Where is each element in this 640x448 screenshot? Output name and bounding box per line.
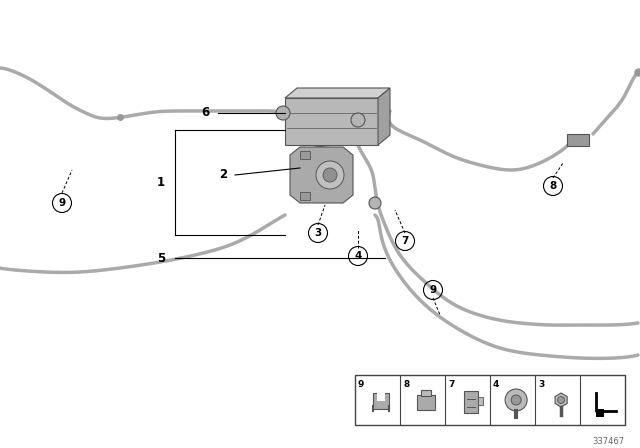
Text: 337467: 337467 bbox=[592, 437, 624, 446]
Text: 4: 4 bbox=[355, 251, 362, 261]
Bar bbox=[355, 375, 625, 425]
Text: 2: 2 bbox=[219, 168, 227, 181]
Bar bbox=[300, 151, 310, 159]
Bar bbox=[373, 393, 389, 409]
Bar bbox=[377, 391, 385, 401]
Text: 7: 7 bbox=[448, 380, 454, 389]
Bar bbox=[300, 192, 310, 200]
Circle shape bbox=[557, 396, 564, 404]
Circle shape bbox=[505, 389, 527, 411]
Bar bbox=[285, 98, 378, 145]
Polygon shape bbox=[290, 147, 353, 203]
Text: 9: 9 bbox=[358, 380, 364, 389]
Text: 6: 6 bbox=[202, 107, 210, 120]
Text: 9: 9 bbox=[58, 198, 65, 208]
Bar bbox=[478, 397, 483, 405]
Bar bbox=[421, 390, 431, 396]
Circle shape bbox=[316, 161, 344, 189]
Text: 8: 8 bbox=[403, 380, 409, 389]
Polygon shape bbox=[555, 393, 567, 407]
Circle shape bbox=[323, 168, 337, 182]
Bar bbox=[464, 391, 478, 413]
Text: 3: 3 bbox=[314, 228, 322, 238]
Text: 4: 4 bbox=[493, 380, 499, 389]
Polygon shape bbox=[285, 88, 390, 98]
Polygon shape bbox=[596, 409, 604, 417]
Polygon shape bbox=[378, 88, 390, 145]
Circle shape bbox=[351, 113, 365, 127]
Circle shape bbox=[511, 395, 521, 405]
Bar bbox=[417, 395, 435, 410]
Text: 1: 1 bbox=[157, 176, 165, 189]
Circle shape bbox=[276, 106, 290, 120]
Text: 5: 5 bbox=[157, 251, 165, 264]
Text: 8: 8 bbox=[549, 181, 557, 191]
Text: 3: 3 bbox=[538, 380, 544, 389]
Text: 7: 7 bbox=[401, 236, 409, 246]
Text: 9: 9 bbox=[429, 285, 436, 295]
Bar bbox=[567, 134, 589, 146]
Circle shape bbox=[369, 197, 381, 209]
